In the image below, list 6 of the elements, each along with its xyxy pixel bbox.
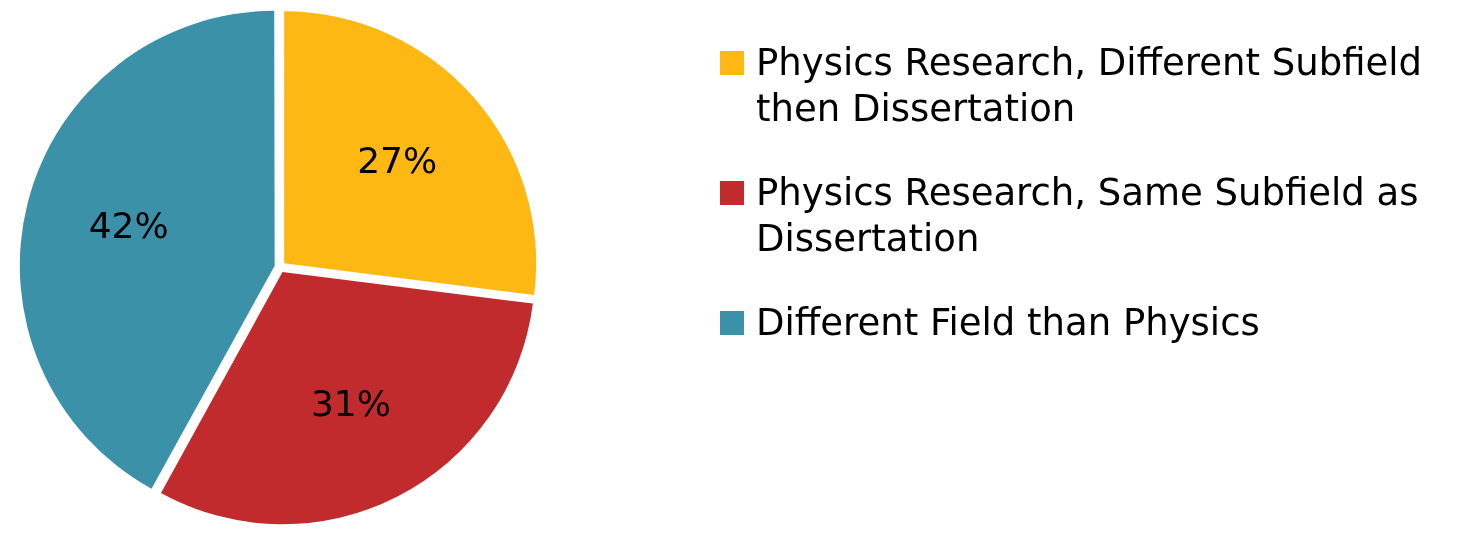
- data-label: 42%: [88, 204, 169, 246]
- legend-label: Physics Research, Same Subfield as Dissertation: [756, 170, 1420, 262]
- legend-label: Different Field than Physics: [756, 300, 1260, 346]
- legend-label: Physics Research, Different Subfield then Dissertation: [756, 40, 1423, 132]
- data-label: 31%: [310, 382, 391, 424]
- data-label: 27%: [357, 140, 438, 182]
